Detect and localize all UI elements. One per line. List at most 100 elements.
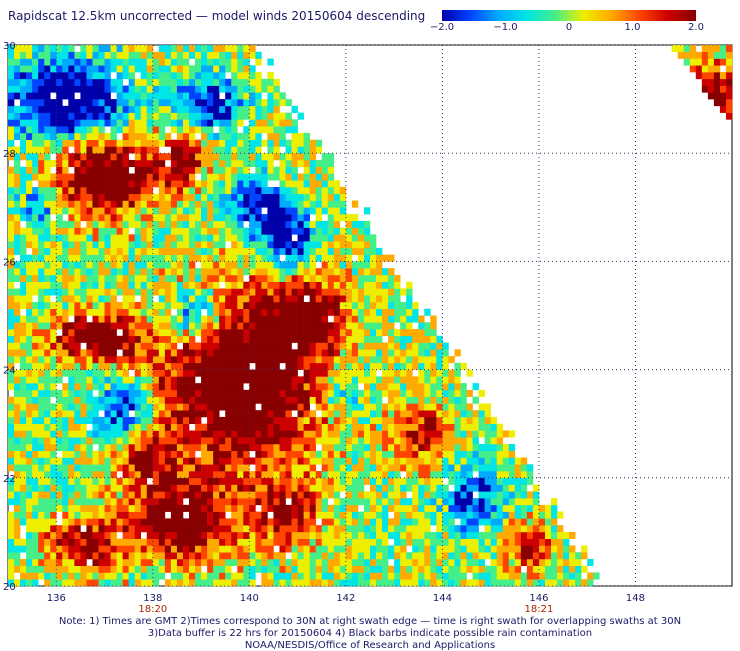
wind-cell	[80, 275, 86, 282]
wind-cell	[20, 275, 26, 282]
wind-cell	[364, 424, 370, 431]
wind-cell	[153, 518, 159, 525]
wind-cell	[225, 295, 231, 302]
wind-cell	[14, 248, 20, 255]
wind-cell	[92, 451, 98, 458]
wind-cell	[273, 214, 279, 221]
wind-cell	[406, 282, 412, 289]
wind-cell	[231, 397, 237, 404]
wind-cell	[44, 491, 50, 498]
wind-cell	[153, 539, 159, 546]
wind-cell	[68, 160, 74, 167]
wind-cell	[310, 518, 316, 525]
wind-cell	[141, 437, 147, 444]
wind-cell	[62, 363, 68, 370]
wind-cell	[38, 119, 44, 126]
wind-cell	[213, 146, 219, 153]
wind-cell	[243, 397, 249, 404]
wind-cell	[261, 410, 267, 417]
wind-cell	[123, 180, 129, 187]
wind-cell	[105, 316, 111, 323]
wind-cell	[207, 221, 213, 228]
wind-cell	[261, 505, 267, 512]
wind-cell	[340, 214, 346, 221]
wind-cell	[286, 173, 292, 180]
wind-cell	[141, 302, 147, 309]
wind-cell	[394, 383, 400, 390]
wind-cell	[231, 559, 237, 566]
wind-cell	[430, 363, 436, 370]
wind-cell	[497, 518, 503, 525]
wind-cell	[159, 376, 165, 383]
wind-cell	[243, 309, 249, 316]
wind-cell	[267, 451, 273, 458]
wind-cell	[165, 316, 171, 323]
wind-cell	[310, 160, 316, 167]
wind-cell	[159, 126, 165, 133]
wind-cell	[310, 248, 316, 255]
wind-cell	[298, 261, 304, 268]
wind-cell	[406, 295, 412, 302]
wind-cell	[74, 471, 80, 478]
wind-cell	[219, 261, 225, 268]
wind-cell	[159, 214, 165, 221]
wind-cell	[99, 552, 105, 559]
wind-cell	[255, 552, 261, 559]
wind-cell	[38, 248, 44, 255]
wind-cell	[20, 316, 26, 323]
wind-cell	[273, 566, 279, 573]
wind-cell	[479, 566, 485, 573]
wind-cell	[183, 579, 189, 586]
wind-cell	[261, 566, 267, 573]
wind-cell	[340, 343, 346, 350]
wind-cell	[322, 505, 328, 512]
wind-cell	[382, 505, 388, 512]
wind-cell	[364, 302, 370, 309]
wind-cell	[424, 539, 430, 546]
wind-cell	[183, 336, 189, 343]
wind-cell	[189, 282, 195, 289]
wind-cell	[261, 167, 267, 174]
wind-cell	[141, 478, 147, 485]
wind-cell	[280, 275, 286, 282]
wind-cell	[424, 579, 430, 586]
wind-cell	[62, 430, 68, 437]
wind-cell	[189, 410, 195, 417]
wind-cell	[111, 444, 117, 451]
wind-cell	[467, 437, 473, 444]
wind-cell	[74, 241, 80, 248]
wind-cell	[201, 207, 207, 214]
wind-cell	[424, 417, 430, 424]
wind-cell	[86, 336, 92, 343]
wind-cell	[249, 207, 255, 214]
wind-cell	[400, 478, 406, 485]
wind-cell	[454, 410, 460, 417]
wind-cell	[171, 106, 177, 113]
wind-cell	[8, 282, 14, 289]
wind-cell	[328, 579, 334, 586]
wind-cell	[539, 579, 545, 586]
wind-cell	[44, 383, 50, 390]
wind-cell	[328, 572, 334, 579]
wind-cell	[171, 545, 177, 552]
wind-cell	[165, 363, 171, 370]
wind-cell	[38, 322, 44, 329]
wind-cell	[249, 356, 255, 363]
wind-cell	[117, 566, 123, 573]
wind-cell	[255, 397, 261, 404]
wind-cell	[286, 295, 292, 302]
wind-cell	[105, 207, 111, 214]
wind-cell	[352, 302, 358, 309]
wind-cell	[189, 309, 195, 316]
wind-cell	[165, 417, 171, 424]
wind-cell	[442, 363, 448, 370]
wind-cell	[280, 485, 286, 492]
wind-cell	[135, 322, 141, 329]
wind-cell	[424, 572, 430, 579]
wind-cell	[153, 572, 159, 579]
wind-cell	[44, 316, 50, 323]
wind-cell	[165, 430, 171, 437]
wind-cell	[86, 119, 92, 126]
wind-cell	[249, 146, 255, 153]
wind-cell	[280, 160, 286, 167]
